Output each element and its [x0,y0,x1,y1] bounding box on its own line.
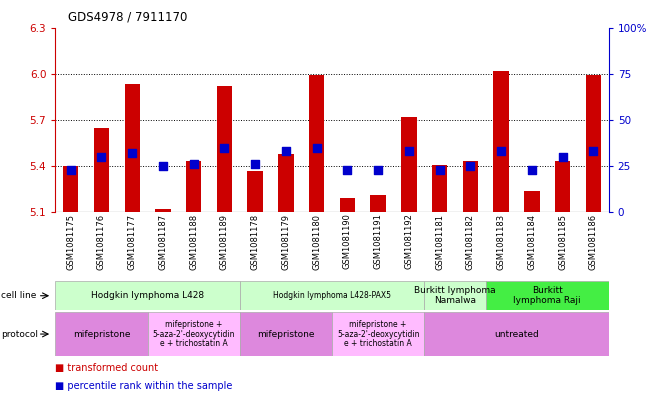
Bar [63,166,78,212]
Bar [332,312,424,356]
Point [434,167,445,173]
Point [96,154,107,160]
Text: untreated: untreated [494,330,539,338]
Point [127,150,137,156]
Bar [240,312,332,356]
Bar [124,84,140,212]
Point [281,148,291,154]
Text: Hodgkin lymphoma L428-PAX5: Hodgkin lymphoma L428-PAX5 [273,291,391,300]
Bar [432,165,447,212]
Bar [424,312,609,356]
Bar [155,209,171,212]
Bar [486,281,609,310]
Point [588,148,598,154]
Bar [493,71,509,212]
Bar [148,312,240,356]
Bar [424,281,486,310]
Bar [555,162,570,212]
Text: mifepristone +
5-aza-2'-deoxycytidin
e + trichostatin A: mifepristone + 5-aza-2'-deoxycytidin e +… [337,320,419,348]
Bar [94,128,109,212]
Bar [278,154,294,212]
Text: ■ transformed count: ■ transformed count [55,364,158,373]
Point [219,144,230,151]
Point [404,148,414,154]
Text: mifepristone: mifepristone [257,330,314,338]
Point [527,167,537,173]
Text: mifepristone +
5-aza-2'-deoxycytidin
e + trichostatin A: mifepristone + 5-aza-2'-deoxycytidin e +… [152,320,235,348]
Point [158,163,168,169]
Point [557,154,568,160]
Bar [55,312,148,356]
Bar [247,171,263,212]
Point [311,144,322,151]
Point [189,161,199,167]
Point [496,148,506,154]
Point [66,167,76,173]
Bar [463,162,478,212]
Text: cell line: cell line [1,291,36,300]
Bar [55,281,240,310]
Text: protocol: protocol [1,330,38,338]
Bar [240,281,424,310]
Bar [524,191,540,212]
Text: Burkitt
lymphoma Raji: Burkitt lymphoma Raji [514,286,581,305]
Bar [309,75,324,212]
Point [342,167,353,173]
Bar [586,75,601,212]
Point [465,163,475,169]
Bar [370,195,386,212]
Text: mifepristone: mifepristone [73,330,130,338]
Point [373,167,383,173]
Point [250,161,260,167]
Bar [217,86,232,212]
Text: Burkitt lymphoma
Namalwa: Burkitt lymphoma Namalwa [414,286,496,305]
Bar [401,117,417,212]
Bar [186,162,201,212]
Bar [340,198,355,212]
Text: ■ percentile rank within the sample: ■ percentile rank within the sample [55,381,232,391]
Text: Hodgkin lymphoma L428: Hodgkin lymphoma L428 [91,291,204,300]
Text: GDS4978 / 7911170: GDS4978 / 7911170 [68,11,187,24]
